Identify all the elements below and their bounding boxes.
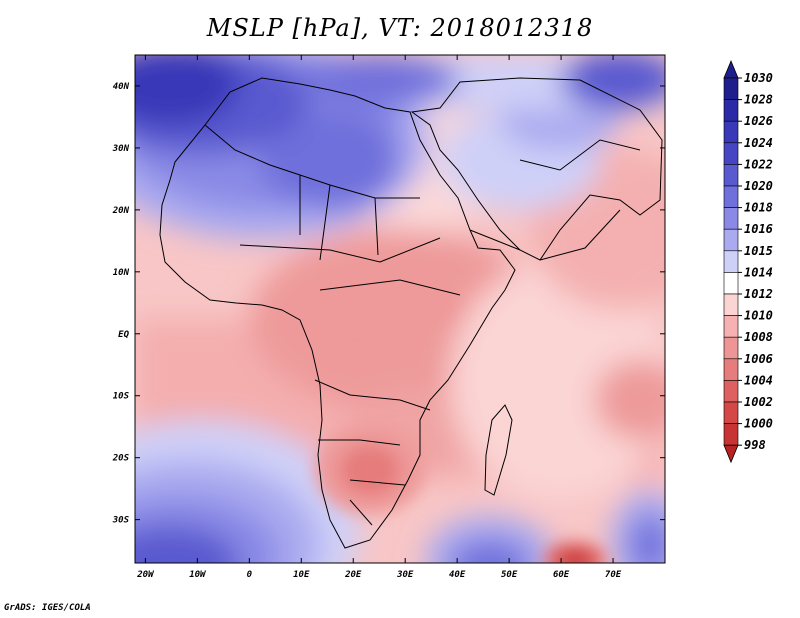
y-tick-label: EQ (118, 330, 129, 340)
colorbar-swatch (723, 164, 739, 187)
colorbar-label: 1020 (744, 179, 773, 193)
map-title: MSLP [hPa], VT: 2018012318 (206, 14, 594, 42)
colorbar-swatch (723, 120, 739, 144)
x-tick-label: 10W (189, 570, 207, 580)
x-tick-label: 40E (449, 570, 466, 580)
plot-frame (134, 54, 666, 564)
colorbar-label: 1000 (744, 417, 773, 431)
coastlines (159, 77, 663, 549)
x-tick-label: 70E (605, 570, 622, 580)
x-axis-labels: 20W 10W 0 10E 20E 30E 40E 50E 60E 70E (136, 570, 621, 580)
axis-ticks (135, 55, 665, 563)
colorbar-label: 1015 (744, 244, 773, 258)
y-tick-label: 10N (113, 268, 130, 278)
y-tick-label: 20S (112, 454, 130, 464)
colorbar-swatch (723, 228, 739, 252)
colorbar-label: 1010 (744, 309, 773, 323)
colorbar-swatch (723, 185, 739, 208)
x-tick-label: 30E (396, 570, 414, 580)
colorbar-label: 1016 (744, 222, 773, 236)
colorbar-swatch (723, 315, 739, 338)
y-tick-label: 30S (112, 516, 130, 526)
colorbar-arrow-top (723, 59, 739, 79)
colorbar-label: 1006 (744, 352, 773, 366)
colorbar-swatch (723, 423, 739, 446)
colorbar-label: 1028 (744, 93, 773, 107)
x-tick-label: 50E (501, 570, 518, 580)
colorbar-label: 1030 (744, 71, 773, 85)
colorbar: 1030 1028 1026 1024 1022 1020 1018 1016 1015 1014… (723, 59, 773, 464)
x-tick-label: 20W (136, 570, 155, 580)
x-tick-label: 20E (344, 570, 362, 580)
pressure-field (135, 55, 665, 563)
colorbar-label: 1026 (744, 114, 773, 128)
y-tick-label: 40N (113, 82, 130, 92)
colorbar-label: 1014 (744, 265, 773, 279)
colorbar-swatch (723, 401, 739, 424)
colorbar-swatch (723, 77, 739, 100)
colorbar-arrow-bottom (723, 444, 739, 464)
colorbar-swatch (723, 207, 739, 230)
x-tick-label: 0 (247, 570, 253, 580)
colorbar-label: 1022 (744, 157, 773, 171)
colorbar-swatch (723, 380, 739, 403)
y-tick-label: 10S (113, 392, 130, 402)
colorbar-swatch (723, 99, 739, 122)
colorbar-swatch (723, 250, 739, 273)
grads-credit: GrADS: IGES/COLA (4, 603, 91, 613)
y-tick-label: 30N (112, 144, 130, 154)
colorbar-swatch (723, 336, 739, 360)
colorbar-swatch (723, 358, 739, 381)
colorbar-swatch (723, 142, 739, 165)
colorbar-label: 1024 (744, 136, 773, 150)
colorbar-label: 1018 (744, 201, 773, 215)
y-axis-labels: 40N 30N 20N 10N EQ 10S 20S 30S (112, 82, 130, 526)
colorbar-label: 1002 (744, 395, 773, 409)
x-tick-label: 10E (293, 570, 310, 580)
colorbar-label: 1008 (744, 330, 773, 344)
colorbar-label: 1004 (744, 373, 773, 387)
colorbar-label: 1012 (744, 287, 773, 301)
colorbar-swatch (723, 293, 739, 316)
y-tick-label: 20N (112, 206, 130, 216)
colorbar-label: 998 (744, 438, 766, 452)
x-tick-label: 60E (553, 570, 570, 580)
colorbar-swatch (723, 272, 739, 295)
